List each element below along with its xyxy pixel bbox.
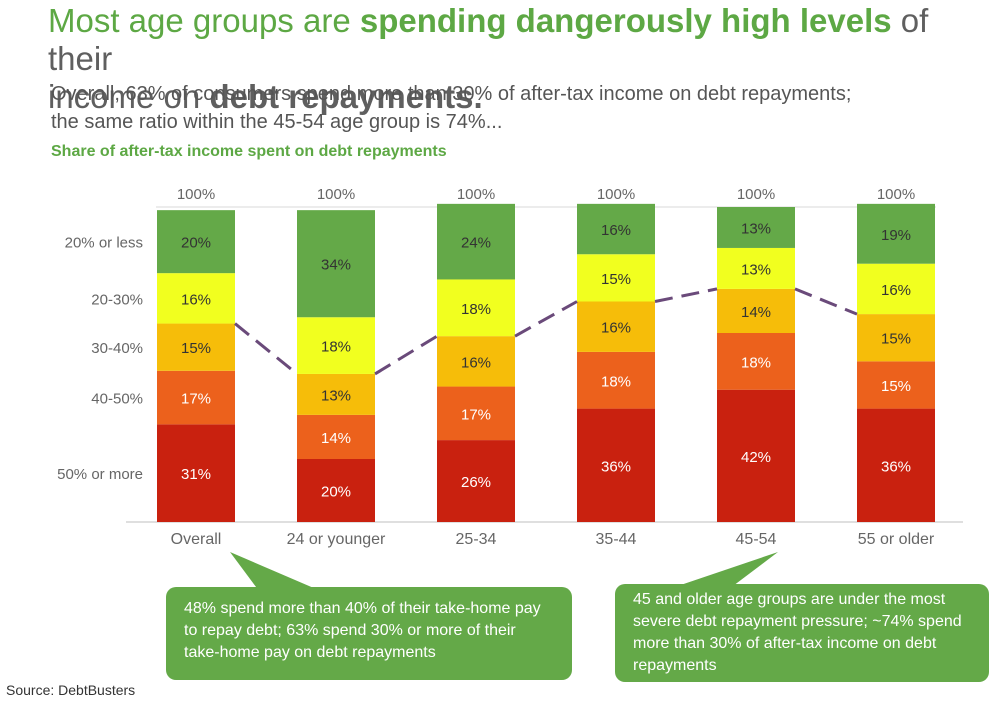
- data-label: 34%: [321, 257, 351, 274]
- title-emphasis-2: debt repayments.: [209, 78, 483, 115]
- bar-segment: [437, 203, 515, 280]
- trend-line-segment: [374, 334, 438, 376]
- title-part-3: of their: [48, 2, 929, 77]
- bar-segment: [157, 424, 235, 522]
- data-label: 14%: [321, 430, 351, 447]
- data-label: 19%: [881, 227, 911, 244]
- legend-label: 20-30%: [91, 291, 143, 308]
- data-label: 42%: [741, 449, 771, 466]
- bar-segment: [157, 273, 235, 324]
- subtitle-line-2: the same ratio within the 45-54 age grou…: [51, 111, 503, 133]
- category-label: 24 or younger: [287, 531, 386, 548]
- bar-segment: [297, 414, 375, 459]
- bar-segment: [157, 210, 235, 274]
- bar-segment: [717, 288, 795, 333]
- bar-segment: [437, 336, 515, 387]
- data-label: 15%: [881, 378, 911, 395]
- bar-segment: [297, 317, 375, 374]
- total-label: 100%: [457, 186, 495, 203]
- data-label: 36%: [881, 458, 911, 475]
- bar-segment: [577, 351, 655, 409]
- bar-segment: [577, 408, 655, 522]
- data-label: 36%: [601, 458, 631, 475]
- bar-segment: [157, 323, 235, 371]
- bar-segment: [717, 207, 795, 248]
- data-label: 17%: [461, 406, 491, 423]
- bar-segment: [857, 361, 935, 409]
- data-label: 18%: [741, 354, 771, 371]
- category-label: 45-54: [736, 531, 777, 548]
- trend-line-segment: [514, 300, 578, 338]
- data-label: 13%: [321, 387, 351, 404]
- data-label: 18%: [321, 339, 351, 356]
- bar-segment: [717, 333, 795, 390]
- bar-segment: [437, 440, 515, 522]
- bar-segment: [437, 279, 515, 337]
- page-title: Most age groups are spending dangerously…: [48, 2, 993, 116]
- title-part-1: Most age groups are: [48, 2, 360, 39]
- data-label: 31%: [181, 466, 211, 483]
- bar-segment: [577, 254, 655, 302]
- bar-segment: [857, 263, 935, 315]
- bar-segment: [297, 373, 375, 415]
- bar-segment: [857, 203, 935, 264]
- category-label: 35-44: [596, 531, 637, 548]
- subtitle-line-1: Overall, 63% of consumers spend more tha…: [51, 83, 852, 105]
- category-label: 55 or older: [858, 531, 935, 548]
- legend-label: 40-50%: [91, 391, 143, 408]
- legend-label: 30-40%: [91, 340, 143, 357]
- category-label: 25-34: [456, 531, 497, 548]
- bar-segment: [577, 203, 655, 255]
- bar-segment: [577, 301, 655, 352]
- data-label: 15%: [181, 340, 211, 357]
- bar-segment: [717, 247, 795, 289]
- data-label: 16%: [601, 320, 631, 337]
- total-label: 100%: [177, 186, 215, 203]
- chart-label: Share of after-tax income spent on debt …: [51, 143, 447, 160]
- data-label: 18%: [461, 301, 491, 318]
- data-label: 20%: [321, 484, 351, 501]
- total-label: 100%: [317, 186, 355, 203]
- data-label: 18%: [601, 373, 631, 390]
- data-label: 16%: [601, 222, 631, 239]
- data-label: 15%: [601, 271, 631, 288]
- bar-segment: [857, 408, 935, 522]
- data-label: 26%: [461, 474, 491, 491]
- data-label: 14%: [741, 304, 771, 321]
- title-emphasis: spending dangerously high levels: [359, 2, 892, 39]
- total-label: 100%: [737, 186, 775, 203]
- data-label: 20%: [181, 235, 211, 252]
- trend-line-segment: [654, 287, 718, 303]
- callout-right: 45 and older age groups are under the mo…: [615, 584, 989, 682]
- subtitle: Overall, 63% of consumers spend more tha…: [51, 80, 971, 136]
- stacked-bar-chart: 31% 17% 15% 16% 20% 100% Overall 20% 14% 13% 18% 34…: [57, 186, 963, 548]
- callout-left: 48% spend more than 40% of their take-ho…: [166, 587, 572, 680]
- bar-segment: [717, 389, 795, 522]
- total-label: 100%: [877, 186, 915, 203]
- source-note: Source: DebtBusters: [6, 682, 136, 698]
- legend-label: 50% or more: [57, 466, 143, 483]
- data-label: 16%: [881, 282, 911, 299]
- bar-segment: [437, 386, 515, 441]
- data-label: 16%: [461, 354, 491, 371]
- data-label: 13%: [741, 261, 771, 278]
- bar-segment: [297, 459, 375, 522]
- data-label: 15%: [881, 331, 911, 348]
- legend-label: 20% or less: [65, 235, 143, 252]
- data-label: 24%: [461, 235, 491, 252]
- bar-segment: [157, 370, 235, 425]
- total-label: 100%: [597, 186, 635, 203]
- data-label: 16%: [181, 291, 211, 308]
- trend-line-segment: [794, 287, 858, 316]
- trend-line-segment: [234, 322, 298, 376]
- category-label: Overall: [171, 531, 222, 548]
- title-part-4: income on: [48, 78, 210, 115]
- bar-segment: [857, 314, 935, 362]
- data-label: 13%: [741, 220, 771, 237]
- bar-segment: [297, 210, 375, 318]
- data-label: 17%: [181, 391, 211, 408]
